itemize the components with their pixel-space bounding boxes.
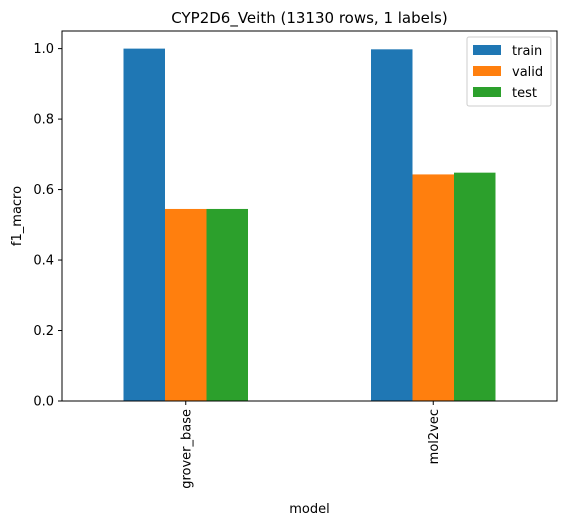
bar-train-grover_base xyxy=(123,48,165,401)
legend-label-valid: valid xyxy=(512,65,543,80)
legend-swatch-train xyxy=(473,45,501,55)
y-tick-label: 0.0 xyxy=(33,395,54,410)
legend-label-train: train xyxy=(512,44,542,59)
legend-label-test: test xyxy=(512,86,537,101)
chart-title: CYP2D6_Veith (13130 rows, 1 labels) xyxy=(171,9,447,28)
x-tick-label: grover_base xyxy=(179,409,194,489)
legend-swatch-valid xyxy=(473,66,501,76)
bar-test-grover_base xyxy=(206,208,248,401)
x-axis-label: model xyxy=(289,502,329,517)
plot-frame xyxy=(61,30,558,402)
y-tick-label: 0.6 xyxy=(33,183,54,198)
legend-swatch-test xyxy=(473,87,501,97)
y-tick-label: 0.2 xyxy=(33,324,54,339)
bar-train-mol2vec xyxy=(371,49,413,401)
bar-valid-mol2vec xyxy=(412,174,454,401)
y-tick-label: 0.4 xyxy=(33,254,54,269)
bar-valid-grover_base xyxy=(165,208,207,401)
bar-test-mol2vec xyxy=(454,172,496,401)
x-tick-label: mol2vec xyxy=(427,409,442,464)
legend: train valid test xyxy=(466,36,552,107)
plot-area: grover_base mol2vec 0.0 0.2 0.4 0.6 0.8 1.0 xyxy=(33,30,558,489)
y-tick-label: 0.8 xyxy=(33,113,54,128)
y-tick-label: 1.0 xyxy=(33,42,54,57)
y-axis-label: f1_macro xyxy=(10,186,25,246)
